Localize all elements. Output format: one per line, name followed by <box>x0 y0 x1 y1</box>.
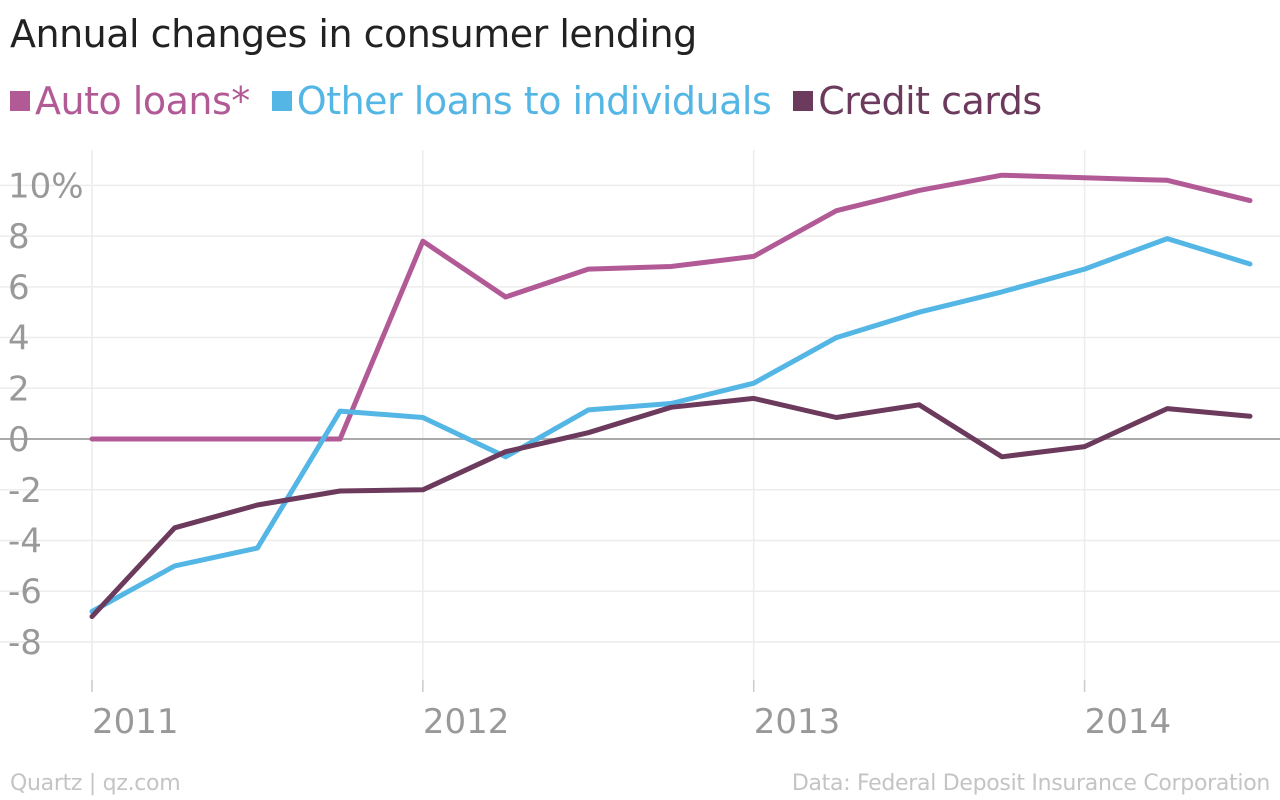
axis-layer: 10% 8 6 4 2 0 -2 -4 -6 -8 2011 2012 2013 2014 <box>0 166 1280 742</box>
footer-source-right: Data: Federal Deposit Insurance Corporat… <box>791 771 1270 796</box>
grid-layer <box>0 150 1280 692</box>
legend-label-auto-loans: Auto loans* <box>35 79 250 123</box>
x-tick-label-2013: 2013 <box>754 702 841 742</box>
y-tick-label-2: -2 <box>8 471 42 511</box>
series-layer <box>89 172 1253 620</box>
series-line-auto-loans <box>89 172 1253 442</box>
legend-label-other-loans: Other loans to individuals <box>296 79 772 123</box>
legend-label-credit-cards: Credit cards <box>818 79 1042 123</box>
y-tick-label-4: -4 <box>8 521 42 561</box>
y-tick-label-8: 8 <box>8 217 30 257</box>
y-tick-label-10: 10% <box>8 166 84 206</box>
x-tick-label-2011: 2011 <box>92 702 179 742</box>
legend-swatch-auto-loans <box>10 91 30 111</box>
y-tick-label-6: 6 <box>8 268 30 308</box>
legend-item-auto-loans: Auto loans* <box>10 79 250 123</box>
footer-source-left: Quartz | qz.com <box>10 771 181 796</box>
series-line-credit-cards <box>89 395 1253 620</box>
y-tick-label-0: 0 <box>8 420 30 460</box>
x-tick-label-2014: 2014 <box>1085 702 1172 742</box>
chart-title: Annual changes in consumer lending <box>10 12 697 56</box>
series-line-other-loans-to-individuals <box>89 236 1253 614</box>
legend: Auto loans* Other loans to individuals C… <box>10 76 1064 126</box>
legend-item-other-loans: Other loans to individuals <box>271 79 772 123</box>
legend-swatch-other-loans <box>271 91 292 111</box>
x-tick-label-2012: 2012 <box>423 702 510 742</box>
y-tick-label-6: -6 <box>8 572 42 612</box>
legend-item-credit-cards: Credit cards <box>793 79 1042 123</box>
legend-swatch-credit-cards <box>793 91 814 111</box>
y-tick-label-8: -8 <box>8 623 42 663</box>
y-tick-label-2: 2 <box>8 369 30 409</box>
y-tick-label-4: 4 <box>8 319 30 359</box>
